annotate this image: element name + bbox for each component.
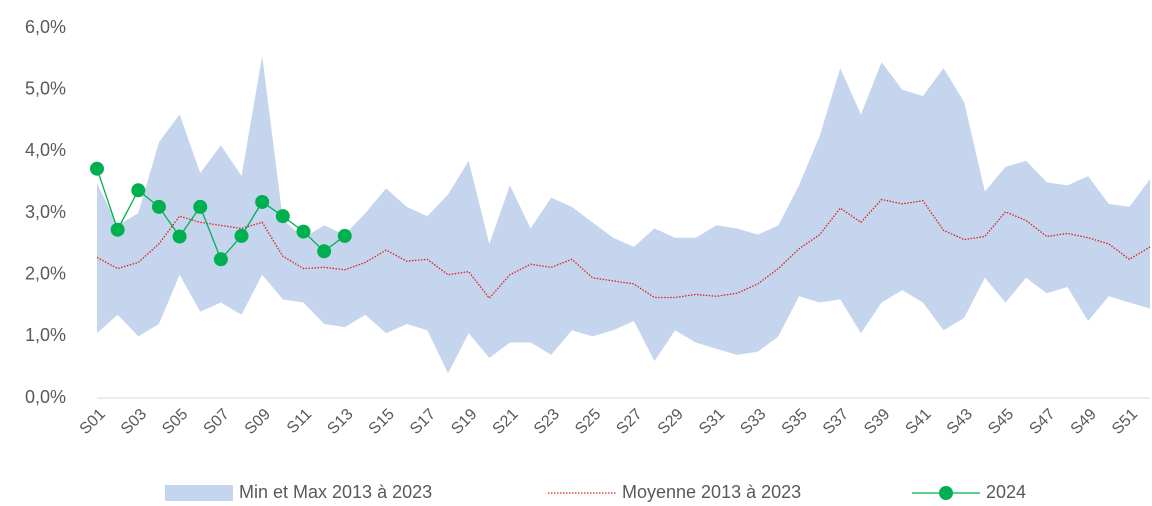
x-tick-label: S15 [366, 406, 398, 438]
point [234, 228, 249, 243]
point [90, 161, 104, 176]
x-tick-label: S45 [985, 406, 1017, 438]
x-tick-label: S05 [159, 406, 191, 438]
legend-label: Min et Max 2013 à 2023 [239, 482, 432, 502]
point [193, 199, 208, 214]
y-tick-label: 1,0% [25, 325, 66, 345]
legend-label: 2024 [986, 482, 1026, 502]
legend-swatch [165, 485, 233, 501]
x-tick-label: S41 [903, 406, 935, 438]
y-tick-label: 3,0% [25, 202, 66, 222]
x-tick-label: S09 [242, 406, 274, 438]
x-tick-label: S03 [118, 406, 150, 438]
x-tick-label: S07 [201, 406, 233, 438]
x-tick-label: S35 [779, 406, 811, 438]
x-tick-label: S39 [861, 406, 893, 438]
point [317, 244, 332, 259]
x-tick-label: S43 [944, 406, 976, 438]
x-tick-label: S17 [407, 406, 439, 438]
y-tick-label: 2,0% [25, 263, 66, 283]
point [172, 229, 187, 244]
x-tick-label: S23 [531, 406, 563, 438]
x-tick-label: S27 [613, 406, 645, 438]
x-tick-label: S51 [1109, 406, 1141, 438]
x-tick-label: S47 [1026, 406, 1058, 438]
point [110, 222, 125, 237]
x-tick-label: S33 [737, 406, 769, 438]
series-line [96, 198, 1151, 300]
x-tick-label: S29 [655, 406, 687, 438]
point [255, 194, 270, 209]
x-tick-label: S11 [284, 406, 315, 437]
y-tick-label: 4,0% [25, 140, 66, 160]
legend-marker [939, 486, 953, 500]
x-tick-label: S19 [448, 406, 480, 438]
min-max-band [97, 55, 1150, 374]
point [131, 183, 146, 198]
x-tick-label: S49 [1068, 406, 1100, 438]
x-tick-label: S25 [572, 406, 604, 438]
point [151, 199, 166, 214]
x-tick-label: S13 [324, 406, 356, 438]
y-tick-label: 6,0% [25, 17, 66, 37]
point [275, 209, 290, 224]
legend-label: Moyenne 2013 à 2023 [622, 482, 801, 502]
x-tick-label: S01 [77, 406, 109, 438]
point [296, 224, 311, 239]
x-tick-label: S31 [696, 406, 728, 438]
x-tick-label: S37 [820, 406, 852, 438]
point [337, 228, 352, 243]
y-tick-label: 5,0% [25, 79, 66, 99]
point [213, 252, 228, 267]
x-tick-label: S21 [490, 406, 522, 438]
y-tick-label: 0,0% [25, 387, 66, 407]
